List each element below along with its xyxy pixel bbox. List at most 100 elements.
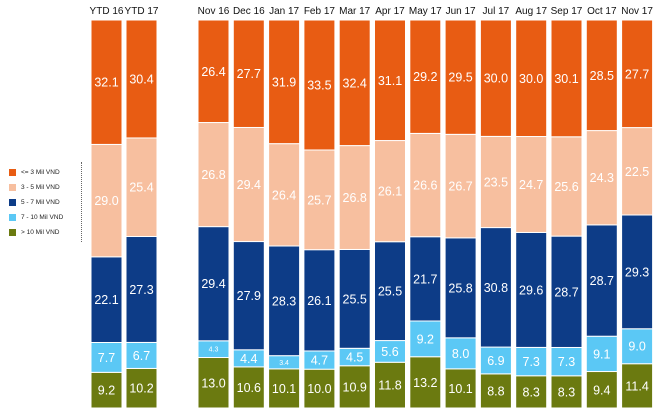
data-label: 26.4 [201,65,225,79]
bar-segment [303,149,336,251]
data-label: 28.7 [554,285,578,299]
bar-segment [374,19,406,142]
bar-segment [374,361,406,409]
category-label: Sep 17 [551,6,583,17]
bar-segment [444,19,477,135]
data-label: 4.7 [311,354,328,368]
bar-segment [303,19,336,151]
bar-segment [125,367,158,409]
data-label: 10.1 [448,382,472,396]
bar-segment [585,224,618,337]
bar-segment [232,126,265,243]
data-label: 27.7 [237,67,261,81]
data-label: 31.9 [272,75,296,89]
category-label: Nov 16 [198,6,230,17]
data-label: 26.7 [448,180,472,194]
bar-segment [90,19,123,145]
bar-segment [550,136,583,237]
data-label: 10.6 [237,381,261,395]
legend-item: 5 - 7 Mil VND [9,196,81,208]
bar-segment [232,241,265,351]
data-label: 13.0 [201,376,225,390]
data-label: 30.0 [484,72,508,86]
bar-segment [515,346,548,377]
bar-segment [125,236,158,343]
data-label: 9.0 [628,340,645,354]
bar-segment [479,227,512,348]
data-label: 27.3 [129,283,153,297]
bar-segment [268,245,301,357]
bar-segment [409,19,442,134]
data-label: 30.4 [129,72,153,86]
data-label: 5.6 [381,345,398,359]
bar-segment [621,214,654,330]
legend-swatch [9,198,16,206]
bar-segment [125,19,158,139]
category-label: Jan 17 [269,6,299,17]
bar-segment [479,373,512,409]
bar-segment [90,143,123,258]
data-label: 9.2 [98,384,115,398]
category-label: Jul 17 [483,6,510,17]
bar-segment [621,328,654,365]
data-label: 29.0 [94,194,118,208]
data-label: 28.3 [272,294,296,308]
bar-segment [515,136,548,233]
data-label: 30.8 [484,281,508,295]
data-label: 28.7 [590,274,614,288]
bar-segment [479,19,512,137]
bar-segment [621,19,654,129]
data-label: 26.8 [201,168,225,182]
data-label: 29.3 [625,265,649,279]
data-label: 25.7 [307,193,331,207]
data-label: 11.8 [378,379,401,393]
category-label: Mar 17 [339,6,371,17]
bar-segment [197,19,230,124]
bar-segment [515,231,548,348]
data-label: 6.7 [133,349,150,363]
bar-segment [550,346,583,377]
data-label: 25.8 [448,281,472,295]
data-label: 8.3 [523,385,540,399]
data-label: 26.8 [343,191,367,205]
legend-label: 5 - 7 Mil VND [21,198,60,206]
bar-segment [585,19,618,132]
legend-item: 3 - 5 Mil VND [9,181,81,193]
data-label: 32.1 [94,76,118,90]
legend-item: 7 - 10 Mil VND [9,211,81,223]
bar-segment [125,137,158,238]
bar-segment [303,249,336,352]
legend-label: 7 - 10 Mil VND [21,213,64,221]
data-label: 9.1 [593,347,610,361]
data-label: 21.7 [413,272,437,286]
data-label: 8.0 [452,347,469,361]
data-label: 27.7 [625,67,649,81]
legend-label: > 10 Mil VND [21,228,60,236]
category-label: Oct 17 [587,6,617,17]
data-label: 24.7 [519,178,543,192]
data-label: 33.5 [307,78,331,92]
data-label: 4.3 [209,347,219,354]
legend-swatch [9,168,16,176]
bar-segment [90,341,123,373]
data-label: 25.5 [378,285,402,299]
data-label: 26.4 [272,188,296,202]
category-label: YTD 17 [125,6,159,17]
category-label: Jun 17 [446,6,476,17]
data-label: 10.0 [307,382,331,396]
data-label: 25.5 [343,292,367,306]
data-label: 29.2 [413,70,437,84]
category-label: Nov 17 [621,6,653,17]
data-label: 7.3 [558,355,575,369]
bar-segment [338,145,371,250]
category-label: YTD 16 [90,6,124,17]
data-label: 10.9 [343,380,367,394]
data-label: 8.3 [558,385,575,399]
category-label: Aug 17 [515,6,547,17]
legend-item: > 10 Mil VND [9,226,81,238]
bar-segment [232,366,265,409]
bar-segment [479,135,512,229]
data-label: 25.4 [129,181,153,195]
bar-segment [374,140,406,243]
